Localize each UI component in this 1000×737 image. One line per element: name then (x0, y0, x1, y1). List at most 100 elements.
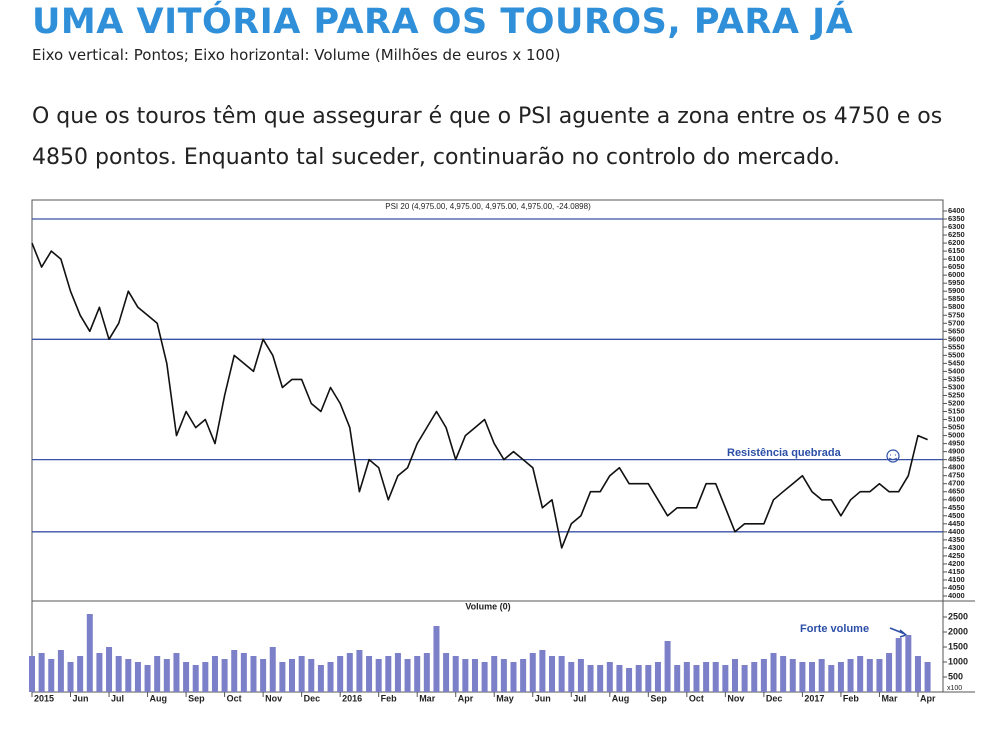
volume-bar (616, 665, 623, 692)
volume-bar (375, 659, 382, 692)
x-tick-label: Apr (920, 693, 936, 703)
volume-bar (712, 662, 719, 692)
y-tick-label: 4050 (948, 583, 965, 592)
y-tick-label: 4300 (948, 543, 965, 552)
volume-bar (163, 659, 170, 692)
volume-bar (866, 659, 873, 692)
annotation: Resistência quebrada (727, 447, 842, 459)
volume-bar (886, 653, 893, 692)
volume-bar (809, 662, 816, 692)
volume-bar (780, 656, 787, 692)
volume-bar (760, 659, 767, 692)
volume-bar (327, 662, 334, 692)
volume-bar (231, 650, 238, 692)
volume-bar (240, 653, 247, 692)
y-tick-label: 4250 (948, 551, 965, 560)
y-tick-label: 6050 (948, 262, 965, 271)
volume-bar (828, 665, 835, 692)
volume-bar (703, 662, 710, 692)
volume-bar (134, 662, 141, 692)
x-tick-label: Jun (535, 693, 551, 703)
volume-bar (799, 662, 806, 692)
y-tick-label: 4800 (948, 463, 965, 472)
smiley-icon (886, 449, 900, 463)
x-tick-label: Oct (689, 693, 704, 703)
volume-bar (645, 665, 652, 692)
volume-bar (741, 665, 748, 692)
y-tick-label: 5050 (948, 423, 965, 432)
y-tick-label: 6300 (948, 222, 965, 231)
x-tick-label: 2016 (342, 693, 362, 703)
panel-title: Volume (0) (465, 601, 510, 611)
volume-bar (924, 662, 931, 692)
x-tick-label: Jul (573, 693, 586, 703)
volume-bar (260, 659, 267, 692)
y-tick-label: 6100 (948, 254, 965, 263)
y-tick-label: 4750 (948, 471, 965, 480)
y-tick-label: 5800 (948, 302, 965, 311)
volume-bar (211, 656, 218, 692)
volume-bar (183, 662, 190, 692)
y-tick-label: 6250 (948, 230, 965, 239)
volume-bar (577, 659, 584, 692)
y-tick-label: 5850 (948, 294, 965, 303)
volume-bar (452, 656, 459, 692)
chart-title: PSI 20 (4,975.00, 4,975.00, 4,975.00, 4,… (385, 202, 591, 211)
volume-bar (626, 668, 633, 692)
y-tick-label: 4600 (948, 495, 965, 504)
volume-bar (433, 626, 440, 692)
volume-bar (606, 662, 613, 692)
volume-bar (77, 656, 84, 692)
volume-bar (539, 650, 546, 692)
volume-bar (818, 659, 825, 692)
annotation: Forte volume (800, 623, 869, 635)
x-tick-label: Dec (304, 693, 321, 703)
volume-bar (38, 653, 45, 692)
x-tick-label: Aug (612, 693, 630, 703)
y-tick-label: 6350 (948, 214, 965, 223)
volume-bar (597, 665, 604, 692)
volume-bar (414, 656, 421, 692)
volume-bar (770, 653, 777, 692)
volume-bar (914, 656, 921, 692)
volume-bar (298, 656, 305, 692)
volume-bar (568, 662, 575, 692)
x-tick-label: 2015 (34, 693, 54, 703)
volume-bar (693, 665, 700, 692)
paragraph: O que os touros têm que assegurar é que … (32, 104, 943, 170)
volume-bar (173, 653, 180, 692)
volume-bar (221, 659, 228, 692)
x-tick-label: Oct (227, 693, 242, 703)
x-tick-label: Jun (73, 693, 89, 703)
y-tick-label: 4000 (948, 591, 965, 600)
volume-bar (394, 653, 401, 692)
y-tick-label: 4150 (948, 567, 965, 576)
volume-bar (510, 662, 517, 692)
y-tick-label: 5950 (948, 278, 965, 287)
y-tick-label: 5150 (948, 407, 965, 416)
volume-bar (125, 659, 132, 692)
y-tick-label: 5250 (948, 390, 965, 399)
volume-bar (346, 653, 353, 692)
volume-bar (876, 659, 883, 692)
y-tick-label: 5400 (948, 366, 965, 375)
y-tick-label: 5500 (948, 350, 965, 359)
x-tick-label: Nov (265, 693, 282, 703)
y-tick-label: 6000 (948, 270, 965, 279)
x-tick-label: Aug (150, 693, 168, 703)
volume-bar (731, 659, 738, 692)
y-tick-label: 4650 (948, 487, 965, 496)
volume-bar (520, 659, 527, 692)
volume-bar (847, 659, 854, 692)
y-tick-label: 5350 (948, 374, 965, 383)
y-tick-label: 4950 (948, 439, 965, 448)
y-tick-label: 2000 (948, 626, 968, 636)
y-tick-label: 5650 (948, 326, 965, 335)
y-tick-label: 4700 (948, 479, 965, 488)
y-tick-label: 5200 (948, 398, 965, 407)
volume-bar (269, 647, 276, 692)
volume-bar (115, 656, 122, 692)
y-tick-label: 5000 (948, 431, 965, 440)
y-tick-label: 4450 (948, 519, 965, 528)
